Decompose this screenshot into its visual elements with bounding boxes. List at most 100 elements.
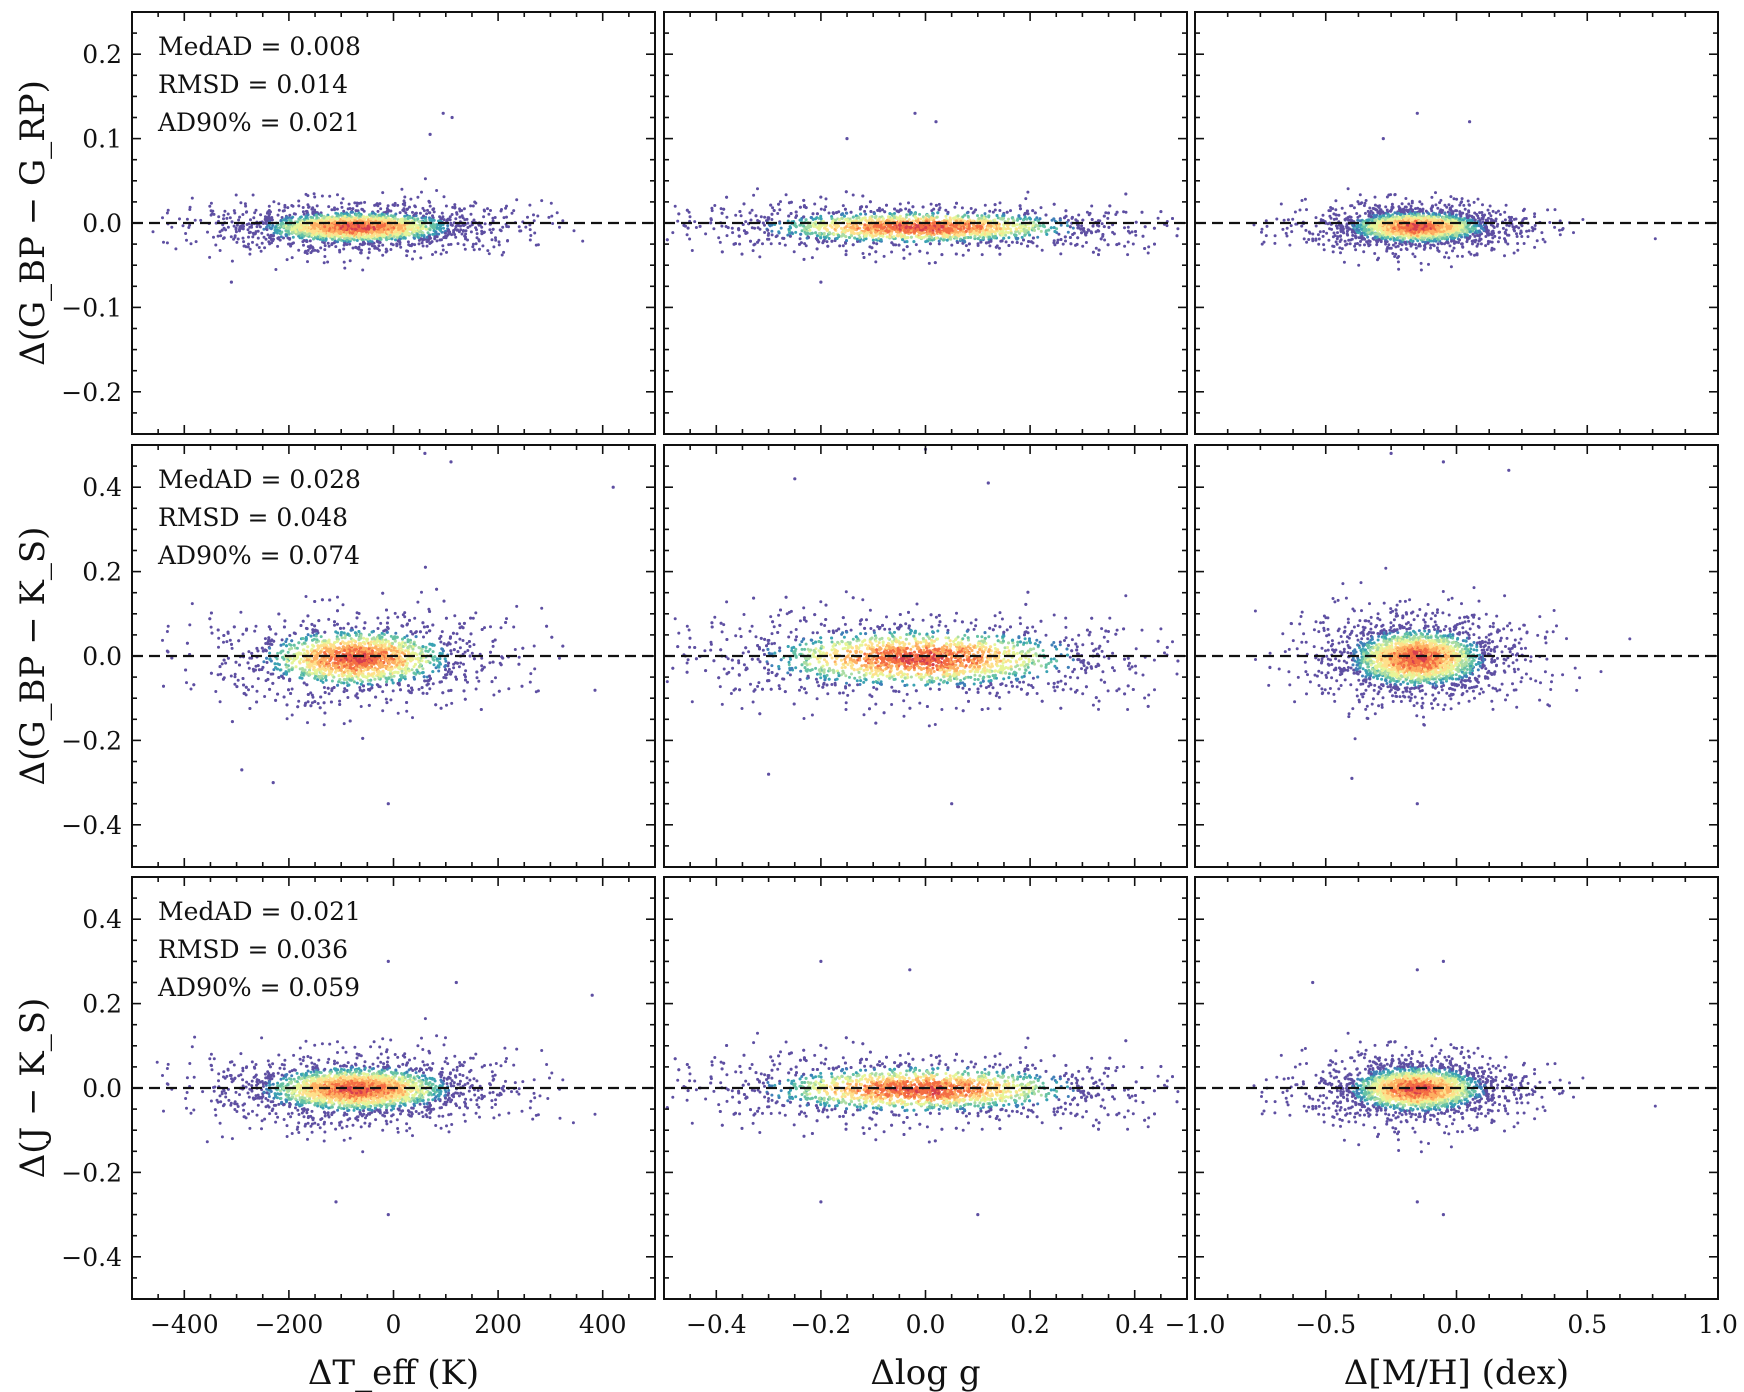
data-point <box>1176 227 1180 231</box>
data-point <box>482 230 486 234</box>
data-point <box>447 243 451 247</box>
data-point <box>512 209 516 213</box>
data-point <box>427 199 431 203</box>
data-point <box>988 209 992 213</box>
data-point <box>284 229 288 233</box>
data-point <box>1126 240 1130 244</box>
data-point <box>218 249 222 252</box>
data-point <box>1031 224 1035 228</box>
data-point <box>392 235 396 239</box>
data-point <box>323 244 327 248</box>
data-point <box>1059 252 1063 256</box>
data-point <box>1019 225 1023 229</box>
data-point <box>289 218 293 222</box>
data-point <box>1024 225 1028 229</box>
data-point <box>838 244 842 248</box>
data-point <box>446 224 450 228</box>
data-point <box>381 191 385 195</box>
data-point <box>844 249 848 253</box>
data-point <box>1029 240 1033 244</box>
data-point <box>1091 250 1095 254</box>
data-point <box>273 228 277 232</box>
data-point <box>962 226 966 230</box>
data-point <box>440 211 444 215</box>
data-point <box>286 206 290 210</box>
data-point <box>388 218 392 222</box>
data-point <box>976 244 980 247</box>
data-point <box>515 198 519 202</box>
data-point <box>1055 227 1059 231</box>
data-point <box>394 233 398 237</box>
data-point <box>934 203 938 207</box>
data-point <box>264 217 268 221</box>
data-point <box>551 222 555 225</box>
data-point <box>794 230 798 234</box>
data-point <box>241 213 245 216</box>
data-point <box>290 256 294 260</box>
data-point <box>1016 218 1019 222</box>
data-point <box>687 210 691 214</box>
data-point <box>835 211 838 215</box>
data-point <box>489 209 492 212</box>
data-point <box>232 209 236 213</box>
data-point <box>413 249 417 253</box>
data-point <box>998 252 1002 256</box>
data-point <box>878 206 881 210</box>
data-point <box>852 231 856 235</box>
data-point <box>286 226 289 230</box>
data-point <box>390 224 394 228</box>
data-point <box>1103 238 1107 242</box>
data-point <box>881 226 885 230</box>
data-point <box>1128 231 1132 235</box>
data-point <box>199 218 203 222</box>
data-point <box>303 251 307 254</box>
data-point <box>1059 223 1063 227</box>
data-point <box>278 226 282 230</box>
data-point <box>412 230 416 234</box>
data-point <box>310 207 314 211</box>
data-point <box>229 235 233 239</box>
data-point <box>464 229 468 233</box>
data-point <box>911 205 915 209</box>
data-point <box>790 231 794 235</box>
data-point <box>815 247 819 251</box>
data-point <box>422 214 425 218</box>
data-point <box>720 224 724 228</box>
data-point <box>802 224 806 228</box>
data-point <box>389 248 393 251</box>
data-point <box>302 243 305 247</box>
data-point <box>885 235 889 239</box>
data-point <box>1165 224 1169 228</box>
data-point <box>973 237 977 241</box>
data-point <box>863 209 867 213</box>
data-point <box>408 226 412 229</box>
data-point <box>322 241 326 245</box>
data-point <box>891 218 895 222</box>
data-point <box>798 237 802 241</box>
data-point <box>247 242 250 246</box>
data-point <box>230 220 234 224</box>
data-point <box>722 207 726 211</box>
data-point <box>907 218 911 222</box>
data-point <box>319 235 323 239</box>
data-point <box>1097 229 1101 233</box>
data-point <box>381 230 385 234</box>
data-point <box>719 207 723 211</box>
data-point <box>869 210 873 213</box>
data-point <box>350 218 354 222</box>
data-point <box>276 244 280 248</box>
data-point <box>1044 230 1048 234</box>
data-point <box>502 250 506 254</box>
data-point <box>517 225 521 229</box>
data-point <box>417 236 421 240</box>
data-point <box>428 211 432 215</box>
data-point <box>854 214 858 218</box>
data-point <box>297 199 301 203</box>
data-point <box>474 242 478 246</box>
data-point <box>1018 217 1022 221</box>
data-point <box>290 242 294 246</box>
data-point <box>1033 228 1036 232</box>
data-point <box>1013 224 1016 228</box>
data-point <box>478 223 482 227</box>
data-point <box>257 246 261 249</box>
